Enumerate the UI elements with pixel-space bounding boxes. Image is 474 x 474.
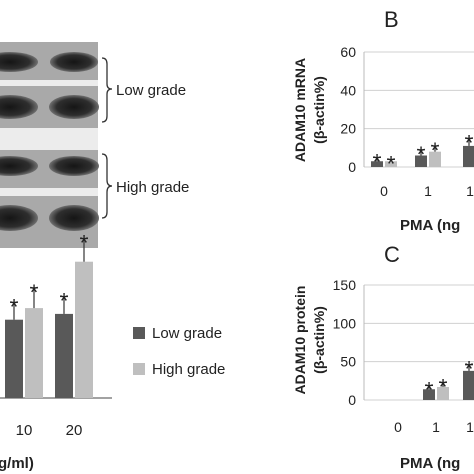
chart-c-panel-label: C [384,242,400,267]
low-grade-brace [101,57,113,123]
blot-band [49,205,99,231]
blot-band [0,156,38,176]
significance-asterisk: * [465,130,474,155]
legend-label-high-grade: High grade [152,361,225,378]
y-tick-label: 50 [340,354,356,370]
bar [55,313,73,398]
chart-b-x-tick-label: 0 [380,183,388,199]
chart-c-y-axis-title-unit: (β-actin%) [311,306,327,374]
western-blot: Low grade High grade [0,42,189,248]
chart-b-x-axis-title: PMA (ng [400,217,460,234]
bar [463,370,474,400]
blot-band [0,205,38,231]
significance-asterisk: * [439,374,448,399]
legend-swatch-high-grade [133,363,145,375]
chart-c-x-tick-label: 0 [394,419,402,435]
bar [429,151,441,167]
blot-band [49,95,99,119]
chart-c-y-axis-title: ADAM10 protein [292,286,308,395]
chart-b-panel-label: B [384,7,399,32]
significance-asterisk: * [387,151,396,176]
y-tick-label: 20 [340,121,356,137]
bar [415,155,427,167]
bar [423,389,435,400]
y-tick-label: 150 [333,277,357,293]
blot-label-low-grade: Low grade [116,82,186,99]
significance-asterisk: * [417,142,426,167]
chart-c-x-tick-label: 1 [466,419,474,435]
chart-b-y-axis-title: ADAM10 mRNA [292,58,308,162]
blot-gap [0,188,98,196]
significance-asterisk: * [425,377,434,402]
chart-c-marks: * ** [423,357,474,402]
significance-asterisk: * [80,231,89,256]
chart-a-x-tick-label: 10 [16,422,33,439]
chart-a-x-axis-title: g/ml) [0,455,34,472]
legend-swatch-low-grade [133,327,145,339]
chart-a-x-tick-label: 20 [66,422,83,439]
high-grade-brace [101,153,113,219]
bar [5,319,23,398]
significance-asterisk: * [373,149,382,174]
significance-asterisk: * [465,357,474,382]
bar [385,161,397,167]
legend-label-low-grade: Low grade [152,325,222,342]
blot-band [50,52,98,72]
bar [25,308,43,398]
chart-b-marks: * * * * * [371,130,474,176]
blot-band [49,156,99,176]
chart-a: * * * * 10 20 g/ml) Low grade High grade [0,231,225,472]
chart-b-gridlines [363,51,474,168]
bar [75,261,93,398]
blot-gap [0,128,98,150]
y-tick-label: 100 [333,315,357,331]
blot-band [0,95,38,119]
chart-b-y-axis-title-unit: (β-actin%) [311,76,327,144]
chart-b-y-ticks: 0 20 40 60 [340,44,356,175]
y-tick-label: 0 [348,392,356,408]
chart-c-x-axis-title: PMA (ng [400,455,460,472]
blot-label-high-grade: High grade [116,179,189,196]
chart-b-x-tick-label: 1 [424,183,432,199]
chart-a-legend: Low grade High grade [133,325,225,378]
y-tick-label: 40 [340,82,356,98]
bar [463,145,474,167]
y-tick-label: 0 [348,159,356,175]
chart-a-marks: * * * * [5,231,93,398]
significance-asterisk: * [60,289,69,314]
chart-b-x-tick-label: 1 [466,183,474,199]
blot-gap [0,80,98,86]
chart-c-x-tick-label: 1 [432,419,440,435]
significance-asterisk: * [10,294,19,319]
blot-band [0,52,38,72]
chart-c-gridlines [363,284,474,401]
significance-asterisk: * [431,138,440,163]
blot-bands [0,52,99,231]
bar [371,161,383,167]
y-tick-label: 60 [340,44,356,60]
chart-c-y-ticks: 0 50 100 150 [333,277,357,408]
bar [437,386,449,400]
significance-asterisk: * [30,280,39,305]
